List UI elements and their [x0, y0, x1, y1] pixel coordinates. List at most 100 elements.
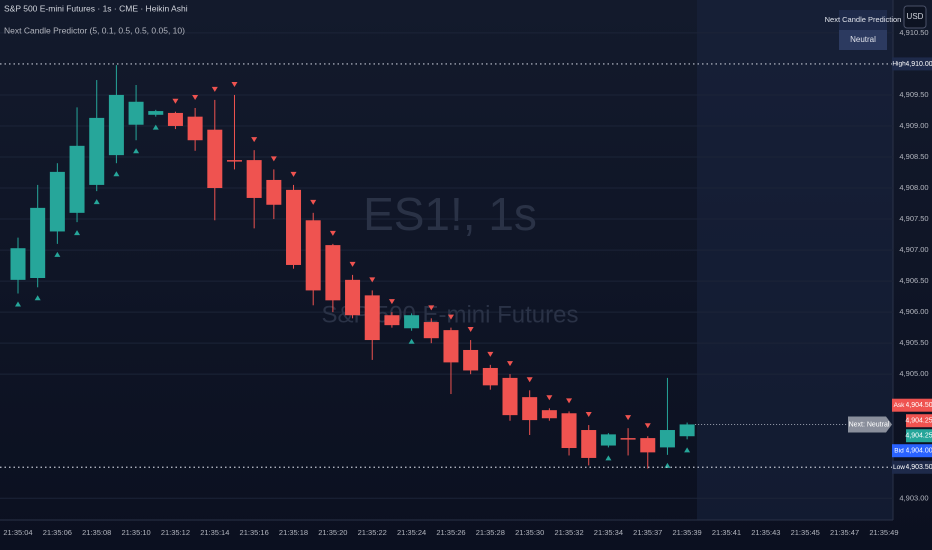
price-label-value: 4,904.25	[905, 418, 932, 425]
candle-body	[561, 413, 577, 449]
x-tick-label: 21:35:47	[830, 528, 859, 537]
candle-body	[266, 179, 282, 205]
prediction-header	[839, 10, 887, 30]
x-tick-label: 21:35:32	[554, 528, 583, 537]
x-tick-label: 21:35:49	[869, 528, 898, 537]
candle-body	[423, 322, 439, 339]
prediction-flag-text: Next: Neutral	[849, 421, 890, 428]
x-tick-label: 21:35:37	[633, 528, 662, 537]
price-label-box	[906, 414, 932, 428]
prediction-title: Next Candle Prediction	[825, 15, 902, 24]
candle-body	[541, 410, 557, 419]
signal-down	[310, 199, 317, 205]
candle-body	[286, 189, 302, 265]
price-label-name: Ask	[894, 402, 906, 409]
candle-body	[187, 116, 203, 141]
signal-up	[133, 148, 140, 154]
y-tick-label: 4,905.00	[899, 369, 928, 378]
signal-up	[684, 447, 691, 453]
signal-down	[585, 412, 592, 418]
x-tick-label: 21:35:18	[279, 528, 308, 537]
price-label-value: 4,904.50	[905, 402, 932, 409]
signal-up	[54, 251, 61, 257]
candle-body	[364, 295, 380, 341]
y-tick-label: 4,909.00	[899, 121, 928, 130]
y-tick-label: 4,907.00	[899, 245, 928, 254]
candle-body	[345, 279, 361, 316]
price-label-box	[906, 429, 932, 443]
candle-body	[69, 145, 85, 213]
indicator-title[interactable]: Next Candle Predictor (5, 0.1, 0.5, 0.5,…	[4, 25, 185, 35]
price-label-name-box	[892, 398, 906, 412]
signal-down	[428, 305, 435, 311]
candle-body	[384, 315, 400, 326]
candle-body	[600, 434, 616, 446]
currency-button[interactable]	[903, 5, 927, 29]
signal-down	[172, 98, 179, 104]
signal-up	[408, 338, 415, 344]
signal-up	[34, 295, 41, 301]
x-tick-label: 21:35:24	[397, 528, 426, 537]
y-tick-label: 4,908.00	[899, 183, 928, 192]
signal-up	[664, 462, 671, 468]
grid	[0, 32, 893, 499]
signal-down	[251, 137, 258, 143]
signal-up	[113, 171, 120, 177]
prediction-flag	[848, 416, 892, 433]
signal-down	[487, 351, 494, 357]
signal-down	[507, 361, 513, 367]
price-label-value: 4,903.50	[905, 464, 932, 471]
y-tick-label: 4,910.50	[899, 28, 928, 37]
price-label-name-box	[892, 57, 906, 71]
x-tick-label: 21:35:45	[791, 528, 820, 537]
y-tick-label: 4,906.00	[899, 307, 928, 316]
y-tick-label: 4,909.50	[899, 90, 928, 99]
signal-down	[369, 277, 376, 283]
signal-down	[192, 94, 199, 100]
chart-title: S&P 500 E-mini Futures · 1s · CME · Heik…	[4, 3, 188, 13]
signal-up	[74, 230, 81, 236]
candle-body	[404, 315, 420, 329]
x-tick-label: 21:35:30	[515, 528, 544, 537]
candle-body	[89, 117, 105, 185]
prediction-cell	[839, 30, 887, 50]
y-tick-label: 4,906.50	[899, 276, 928, 285]
price-label-box	[906, 444, 932, 458]
x-tick-label: 21:35:41	[712, 528, 741, 537]
candle-body	[49, 171, 65, 232]
price-label-name-box	[892, 444, 906, 458]
candle-body	[325, 245, 341, 301]
candle-body	[581, 430, 597, 458]
signal-down	[349, 261, 356, 267]
candle-body	[620, 438, 636, 440]
candle-body	[108, 94, 124, 156]
signal-down	[526, 377, 533, 383]
candle-body	[226, 160, 242, 162]
price-label-value: 4,904.00	[905, 448, 932, 455]
x-tick-label: 21:35:43	[751, 528, 780, 537]
signal-down	[447, 314, 454, 320]
candle-body	[679, 424, 695, 437]
price-label-box	[906, 57, 932, 71]
price-label-name: Bid	[894, 447, 904, 454]
currency[interactable]: USD	[907, 12, 924, 21]
price-label-name: Low	[893, 464, 905, 471]
plot	[0, 63, 893, 469]
x-tick-label: 21:35:39	[673, 528, 702, 537]
x-tick-label: 21:35:06	[43, 528, 72, 537]
watermark-symbol: ES1!, 1s	[363, 188, 537, 240]
price-label-value: 4,904.25	[905, 433, 932, 440]
candle-body	[522, 397, 538, 421]
candle-body	[246, 160, 262, 198]
signal-down	[644, 423, 651, 429]
price-label-value: 4,910.00	[905, 61, 932, 68]
candle-body	[167, 112, 183, 126]
signal-up	[93, 199, 100, 205]
price-label-box	[906, 398, 932, 412]
signal-down	[270, 156, 277, 162]
candle-body	[659, 430, 675, 448]
y-tick-label: 4,905.50	[899, 338, 928, 347]
candle-body	[443, 330, 459, 363]
signal-down	[546, 395, 553, 401]
